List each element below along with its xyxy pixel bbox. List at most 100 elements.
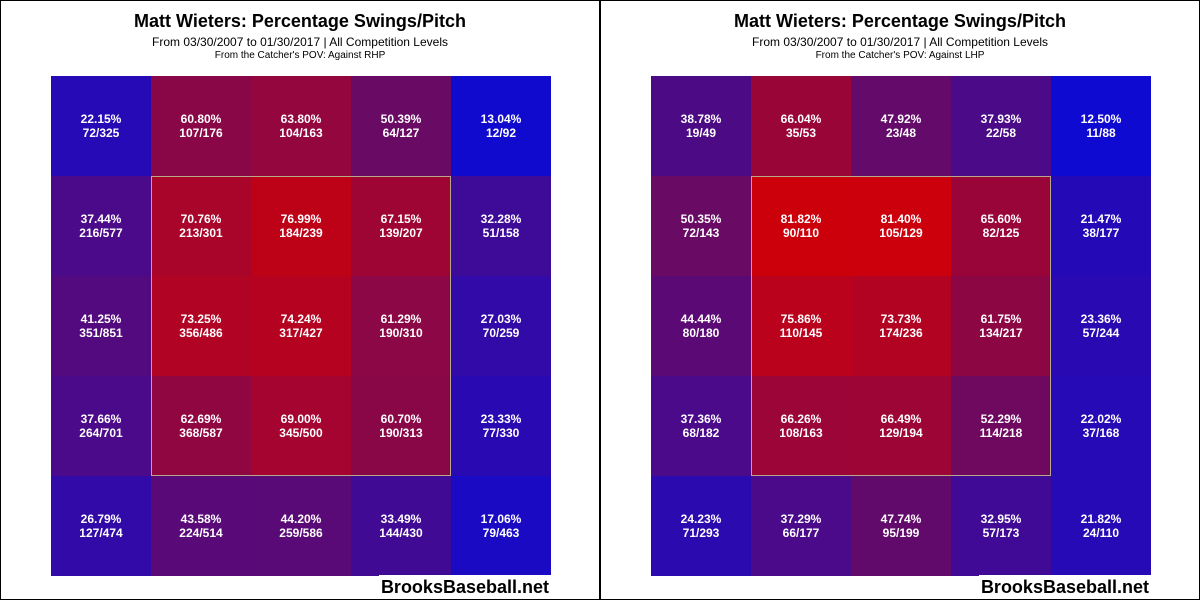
cell-fraction: 19/49	[685, 126, 717, 140]
cell-percentage: 61.29%	[380, 312, 422, 326]
cell-percentage: 67.15%	[380, 212, 422, 226]
heatmap-cell: 32.95% 57/173	[951, 476, 1051, 576]
cell-fraction: 22/58	[985, 126, 1017, 140]
cell-fraction: 71/293	[682, 526, 720, 540]
cell-percentage: 37.36%	[680, 412, 722, 426]
cell-fraction: 114/218	[979, 426, 1023, 440]
cell-fraction: 12/92	[485, 126, 517, 140]
cell-fraction: 23/48	[885, 126, 917, 140]
cell-fraction: 139/207	[379, 226, 423, 240]
chart-title: Matt Wieters: Percentage Swings/Pitch	[134, 11, 466, 31]
cell-fraction: 79/463	[482, 526, 520, 540]
chart-title: Matt Wieters: Percentage Swings/Pitch	[734, 11, 1066, 31]
heatmap-cell: 67.15% 139/207	[351, 176, 451, 276]
cell-percentage: 26.79%	[80, 512, 122, 526]
cell-percentage: 38.78%	[680, 112, 722, 126]
cell-fraction: 68/182	[682, 426, 720, 440]
cell-percentage: 81.40%	[880, 212, 922, 226]
heatmap-cell: 66.26% 108/163	[751, 376, 851, 476]
cell-percentage: 37.93%	[980, 112, 1022, 126]
heatmap-cell: 22.02% 37/168	[1051, 376, 1151, 476]
cell-percentage: 37.66%	[80, 412, 122, 426]
cell-percentage: 81.82%	[780, 212, 822, 226]
heatmap-cell: 27.03% 70/259	[451, 276, 551, 376]
cell-fraction: 134/217	[979, 326, 1023, 340]
cell-fraction: 127/474	[79, 526, 123, 540]
cell-percentage: 23.36%	[1080, 312, 1122, 326]
cell-percentage: 66.26%	[780, 412, 822, 426]
cell-fraction: 35/53	[785, 126, 817, 140]
heatmap-cell: 69.00% 345/500	[251, 376, 351, 476]
heatmap-cell: 81.40% 105/129	[851, 176, 951, 276]
cell-percentage: 50.39%	[380, 112, 422, 126]
heatmap-cell: 63.80% 104/163	[251, 76, 351, 176]
cell-fraction: 24/110	[1082, 526, 1120, 540]
heatmap-cell: 52.29% 114/218	[951, 376, 1051, 476]
cell-fraction: 72/325	[82, 126, 120, 140]
heatmap-cell: 37.36% 68/182	[651, 376, 751, 476]
cell-percentage: 47.92%	[880, 112, 922, 126]
heatmap-cell: 23.36% 57/244	[1051, 276, 1151, 376]
cell-fraction: 104/163	[279, 126, 323, 140]
cell-percentage: 13.04%	[480, 112, 522, 126]
cell-fraction: 184/239	[279, 226, 323, 240]
cell-percentage: 69.00%	[280, 412, 322, 426]
cell-percentage: 70.76%	[180, 212, 222, 226]
cell-percentage: 75.86%	[780, 312, 822, 326]
heatmap-cell: 41.25% 351/851	[51, 276, 151, 376]
cell-fraction: 38/177	[1082, 226, 1120, 240]
heatmap-cell: 81.82% 90/110	[751, 176, 851, 276]
cell-percentage: 52.29%	[980, 412, 1022, 426]
cell-fraction: 317/427	[279, 326, 323, 340]
cell-fraction: 190/310	[379, 326, 423, 340]
chart-panel-rhp: Matt Wieters: Percentage Swings/Pitch Fr…	[0, 0, 600, 600]
cell-fraction: 37/168	[1082, 426, 1120, 440]
cell-fraction: 259/586	[279, 526, 323, 540]
heatmap-cell: 23.33% 77/330	[451, 376, 551, 476]
heatmap-cell: 47.92% 23/48	[851, 76, 951, 176]
cell-percentage: 32.28%	[480, 212, 522, 226]
cell-percentage: 50.35%	[680, 212, 722, 226]
chart-subtitle: From 03/30/2007 to 01/30/2017 | All Comp…	[752, 35, 1048, 49]
heatmap-cell: 47.74% 95/199	[851, 476, 951, 576]
heatmap-cell: 73.73% 174/236	[851, 276, 951, 376]
chart-subtitle: From 03/30/2007 to 01/30/2017 | All Comp…	[152, 35, 448, 49]
cell-percentage: 66.04%	[780, 112, 822, 126]
cell-fraction: 190/313	[379, 426, 423, 440]
cell-percentage: 76.99%	[280, 212, 322, 226]
heatmap-cell: 74.24% 317/427	[251, 276, 351, 376]
cell-fraction: 107/176	[179, 126, 223, 140]
heatmap-cell: 60.80% 107/176	[151, 76, 251, 176]
cell-percentage: 33.49%	[380, 512, 422, 526]
cell-fraction: 51/158	[482, 226, 520, 240]
heatmap-cell: 37.66% 264/701	[51, 376, 151, 476]
cell-fraction: 82/125	[982, 226, 1020, 240]
cell-percentage: 44.44%	[680, 312, 722, 326]
heatmap-cell: 33.49% 144/430	[351, 476, 451, 576]
cell-percentage: 61.75%	[980, 312, 1022, 326]
cell-percentage: 60.80%	[180, 112, 222, 126]
cell-percentage: 22.02%	[1080, 412, 1122, 426]
cell-percentage: 43.58%	[180, 512, 222, 526]
heatmap-cell: 70.76% 213/301	[151, 176, 251, 276]
heatmap-cell: 37.29% 66/177	[751, 476, 851, 576]
cell-fraction: 345/500	[279, 426, 323, 440]
heatmap-cell: 44.44% 80/180	[651, 276, 751, 376]
cell-fraction: 64/127	[382, 126, 420, 140]
heatmap-cell: 21.82% 24/110	[1051, 476, 1151, 576]
cell-fraction: 108/163	[779, 426, 823, 440]
heatmap-cell: 37.44% 216/577	[51, 176, 151, 276]
cell-percentage: 37.29%	[780, 512, 822, 526]
brand-watermark: BrooksBaseball.net	[978, 575, 1151, 599]
heatmap-grid: 38.78% 19/49 66.04% 35/53 47.92% 23/48 37.93% 2…	[651, 76, 1151, 576]
cell-percentage: 24.23%	[680, 512, 722, 526]
cell-fraction: 264/701	[79, 426, 123, 440]
cell-fraction: 80/180	[682, 326, 720, 340]
cell-fraction: 129/194	[879, 426, 923, 440]
cell-fraction: 144/430	[379, 526, 423, 540]
cell-fraction: 70/259	[482, 326, 520, 340]
cell-percentage: 21.47%	[1080, 212, 1122, 226]
heatmap-cell: 17.06% 79/463	[451, 476, 551, 576]
cell-fraction: 216/577	[79, 226, 123, 240]
heatmap-cell: 65.60% 82/125	[951, 176, 1051, 276]
